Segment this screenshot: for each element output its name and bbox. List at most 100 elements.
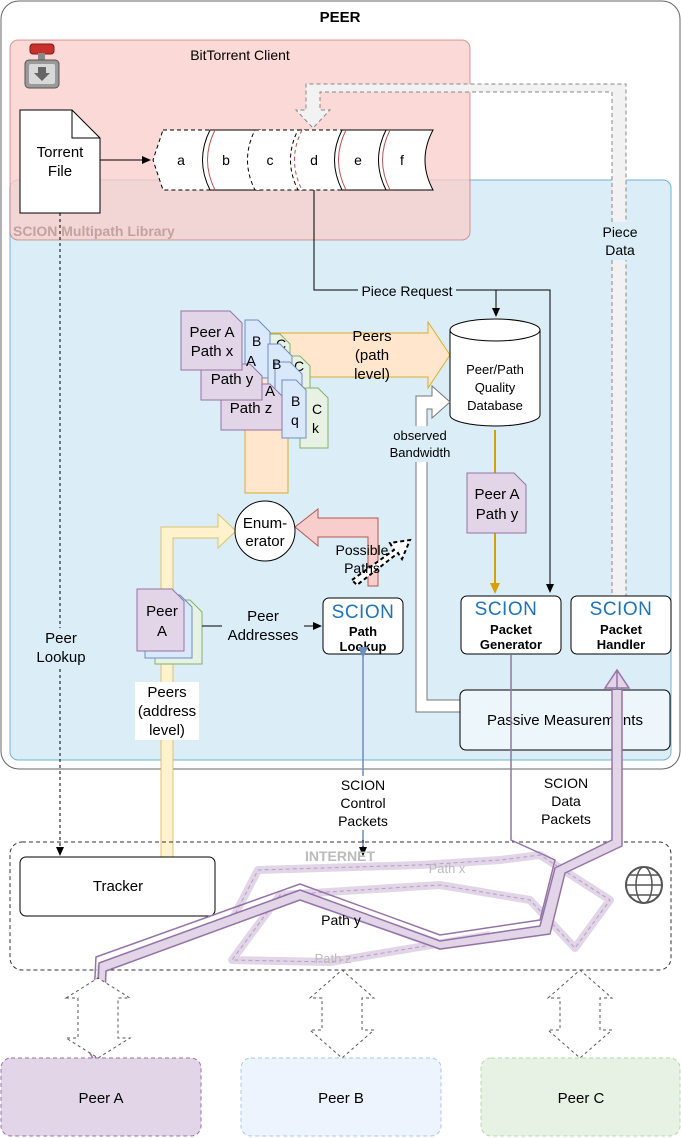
svg-text:Data: Data (551, 793, 581, 809)
enumerator: Enum- erator (234, 500, 296, 562)
peer-lookup-arrow: Peer Lookup (32, 213, 90, 856)
svg-text:Lookup: Lookup (340, 639, 387, 654)
svg-text:Peer A: Peer A (189, 324, 234, 341)
peer-addresses-arrow: Peer Addresses (202, 606, 322, 644)
svg-text:Peer B: Peer B (318, 1090, 364, 1107)
packet-handler-box: SCION Packet Handler (570, 595, 672, 655)
svg-text:Packets: Packets (541, 811, 591, 827)
svg-text:Path x: Path x (191, 343, 234, 360)
svg-text:C: C (312, 401, 322, 417)
scion-library-container: SCION Multipath Library (9, 179, 672, 761)
svg-text:C: C (276, 336, 286, 352)
observed-bandwidth-arrow: observed Bandwidth (384, 384, 461, 713)
torrent-file-doc: Torrent File (19, 109, 101, 214)
purple-cards: Peer A Path x A Path y A Path z (180, 310, 283, 431)
svg-text:Packet: Packet (490, 622, 533, 637)
globe-icon (625, 866, 663, 904)
piece-request-connector: Piece Request (313, 190, 554, 593)
scion-logo-icon: SCION (332, 602, 395, 623)
peer-connectors (64, 969, 614, 1059)
svg-text:f: f (400, 152, 404, 168)
peer-title: PEER (320, 9, 361, 26)
possible-paths: Possible Paths (336, 538, 412, 587)
svg-text:Peer C: Peer C (558, 1090, 605, 1107)
svg-text:Data: Data (605, 242, 635, 258)
svg-text:B: B (291, 393, 300, 409)
svg-text:Path x: Path x (429, 861, 466, 876)
bittorrent-client-label: BitTorrent Client (190, 47, 290, 63)
scion-logo-icon: SCION (590, 599, 653, 620)
transmission-logo-icon (24, 43, 60, 89)
svg-text:q: q (291, 412, 299, 428)
svg-text:Path y: Path y (321, 912, 361, 928)
svg-text:k: k (312, 420, 320, 436)
svg-text:Passive Measurements: Passive Measurements (487, 712, 643, 729)
scion-logo-icon: SCION (475, 599, 538, 620)
svg-text:Packet: Packet (600, 622, 643, 637)
svg-text:b: b (222, 152, 230, 168)
svg-text:A: A (265, 383, 275, 400)
svg-text:B: B (272, 356, 281, 372)
svg-text:Path: Path (349, 624, 377, 639)
possible-paths-red-arrow (294, 507, 379, 587)
svg-text:Peers: Peers (352, 328, 391, 345)
svg-text:Peers: Peers (147, 684, 186, 701)
peer-a-box: Peer A (0, 1057, 202, 1137)
svg-text:Path z: Path z (230, 400, 273, 417)
svg-text:Path y: Path y (476, 506, 519, 523)
svg-text:Piece: Piece (602, 224, 637, 240)
svg-text:Path y: Path y (211, 371, 254, 388)
svg-text:Peer: Peer (146, 603, 178, 620)
svg-text:erator: erator (245, 533, 284, 550)
svg-text:e: e (354, 152, 362, 168)
path-cards-stack: C C C k B B B q Peer A Path x A Path y A… (180, 310, 329, 449)
svg-text:Quality: Quality (475, 380, 516, 395)
svg-text:Bandwidth: Bandwidth (390, 445, 451, 460)
piece-f: f (378, 129, 434, 191)
svg-text:Peer: Peer (45, 630, 77, 647)
peer-b-box: Peer B (240, 1057, 442, 1137)
svg-text:Generator: Generator (480, 637, 542, 652)
svg-text:Enum-: Enum- (243, 515, 287, 532)
svg-text:c: c (267, 152, 274, 168)
svg-text:B: B (252, 333, 261, 349)
peer-a-path-y-card: Peer A Path y (466, 430, 527, 594)
svg-text:SCION: SCION (341, 777, 385, 793)
svg-text:a: a (177, 152, 185, 168)
svg-text:Lookup: Lookup (36, 649, 85, 666)
svg-text:C: C (294, 358, 304, 374)
svg-text:Packets: Packets (338, 813, 388, 829)
path-x-z-faded: Path x Path z (228, 851, 614, 966)
internet-area: INTERNET (9, 841, 672, 971)
piece-request-label: Piece Request (361, 283, 452, 299)
svg-text:Control: Control (340, 795, 385, 811)
peer-path-quality-database: Peer/Path Quality Database (449, 318, 541, 427)
svg-text:Peer A: Peer A (78, 1090, 123, 1107)
svg-text:Paths: Paths (344, 560, 380, 576)
passive-measurements-box: Passive Measurements (459, 689, 671, 751)
tracker-box: Tracker (19, 856, 216, 917)
torrent-file-label-1: Torrent (37, 144, 85, 161)
svg-text:A: A (246, 353, 256, 370)
scion-control-packets: SCION Control Packets (334, 647, 392, 856)
svg-text:level): level) (354, 366, 390, 383)
scion-data-path-y: Path y SCION Data Packets (87, 655, 631, 1062)
piece-data-arrow: Piece Data (294, 83, 642, 601)
svg-text:(path: (path (355, 347, 389, 364)
svg-text:Path z: Path z (315, 951, 352, 966)
svg-text:Peer/Path: Peer/Path (466, 362, 524, 377)
packet-generator-box: SCION Packet Generator (460, 595, 562, 655)
svg-text:Possible: Possible (336, 542, 389, 558)
svg-text:Peer A: Peer A (474, 486, 519, 503)
svg-text:Database: Database (467, 398, 523, 413)
svg-text:Tracker: Tracker (93, 878, 143, 895)
svg-text:(address: (address (138, 703, 196, 720)
path-lookup-box: SCION Path Lookup (322, 597, 404, 655)
svg-text:Handler: Handler (597, 637, 645, 652)
peer-c-box: Peer C (480, 1057, 681, 1137)
svg-text:A: A (157, 623, 167, 640)
svg-text:observed: observed (393, 428, 446, 443)
piece-chain: a b c d e f (152, 129, 434, 191)
svg-text:d: d (310, 152, 318, 168)
